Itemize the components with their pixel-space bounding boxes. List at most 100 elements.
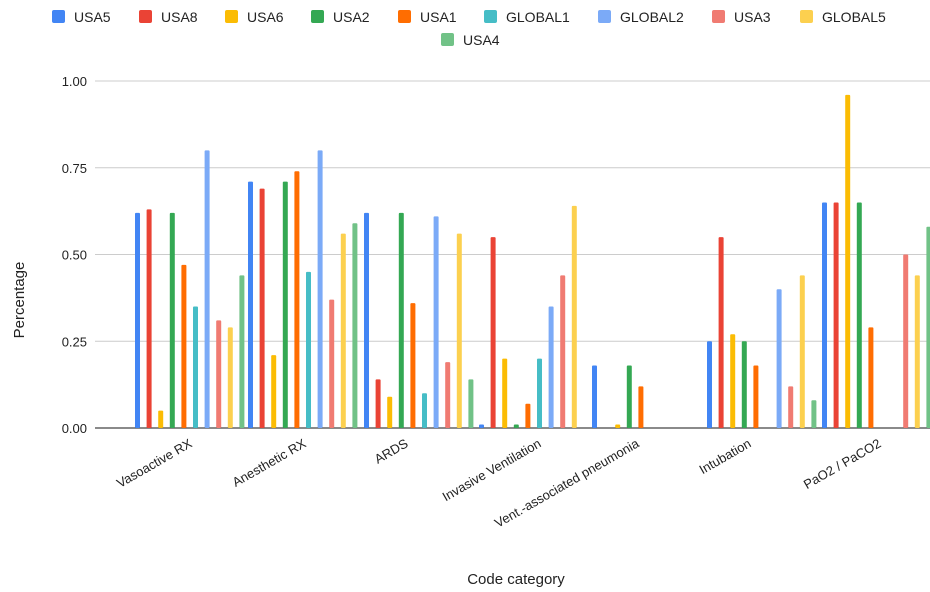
legend-label: GLOBAL2: [620, 9, 684, 25]
bar-usa6-3: [502, 358, 508, 428]
bar-usa3-2: [445, 362, 451, 428]
bar-usa8-1: [259, 188, 265, 428]
legend-item-global2: GLOBAL2: [598, 9, 684, 25]
bar-global1-1: [306, 271, 311, 428]
bar-global1-0: [193, 306, 198, 428]
bar-usa6-4: [615, 424, 621, 428]
bar-usa4-1: [352, 223, 358, 428]
bar-usa6-5: [730, 334, 736, 428]
bar-usa2-3: [513, 424, 519, 428]
bar-usa3-0: [216, 320, 222, 428]
legend-item-usa1: USA1: [398, 9, 457, 25]
bar-usa2-1: [282, 181, 288, 428]
legend-swatch: [598, 10, 611, 23]
legend-label: USA5: [74, 9, 111, 25]
legend-item-global1: GLOBAL1: [484, 9, 570, 25]
legend-label: USA2: [333, 9, 370, 25]
gridlines: [95, 80, 930, 429]
legend-label: GLOBAL1: [506, 9, 570, 25]
legend-item-usa3: USA3: [712, 9, 771, 25]
x-tick-label: PaO2 / PaCO2: [801, 436, 884, 492]
x-tick-label: ARDS: [372, 435, 411, 466]
bar-global5-5: [799, 275, 805, 428]
bar-usa5-2: [364, 212, 369, 428]
bar-usa6-6: [845, 94, 851, 428]
bar-global5-3: [571, 205, 577, 428]
x-axis-labels: Vasoactive RX Anesthetic RX ARDS Invasive V…: [114, 435, 884, 530]
y-axis-title: Percentage: [11, 262, 28, 339]
legend-item-usa6: USA6: [225, 9, 284, 25]
bar-usa4-5: [811, 400, 817, 428]
bar-usa6-2: [387, 396, 393, 428]
legend-swatch: [800, 10, 813, 23]
legend-label: USA1: [420, 9, 457, 25]
legend-label: USA6: [247, 9, 284, 25]
x-tick-label: Invasive Ventilation: [440, 436, 544, 505]
bar-usa1-3: [525, 403, 531, 428]
x-tick-label: Intubation: [697, 436, 754, 478]
bar-usa1-2: [410, 303, 416, 428]
legend-swatch: [52, 10, 65, 23]
y-tick-label: 0.50: [62, 248, 87, 263]
bar-usa3-1: [329, 299, 335, 428]
bar-usa5-1: [248, 181, 253, 428]
legend-item-usa5: USA5: [52, 9, 111, 25]
bar-usa3-3: [560, 275, 566, 428]
bar-global2-5: [776, 289, 782, 428]
y-tick-label: 0.75: [62, 161, 87, 176]
bar-usa3-5: [788, 386, 794, 428]
legend-label: GLOBAL5: [822, 9, 886, 25]
bar-usa8-6: [833, 202, 839, 428]
bar-usa8-5: [718, 237, 724, 428]
bar-usa3-6: [903, 254, 909, 428]
bar-usa2-5: [741, 341, 747, 428]
legend-swatch: [311, 10, 324, 23]
legend-item-global5: GLOBAL5: [800, 9, 886, 25]
bar-global5-2: [456, 233, 462, 428]
bar-usa2-2: [398, 212, 404, 428]
legend-label: USA8: [161, 9, 198, 25]
y-axis-ticks: 0.00 0.25 0.50 0.75 1.00: [62, 74, 87, 436]
bar-usa4-6: [926, 226, 930, 428]
bar-usa6-0: [158, 410, 164, 428]
legend-item-usa2: USA2: [311, 9, 370, 25]
bar-usa2-6: [856, 202, 862, 428]
bar-global5-1: [340, 233, 346, 428]
legend-swatch: [398, 10, 411, 23]
legend-label: USA3: [734, 9, 771, 25]
bar-global5-6: [914, 275, 920, 428]
bar-global2-0: [204, 150, 210, 428]
legend: USA5 USA8 USA6 USA2 USA1 GLOBAL1 GLOBAL2 USA3 GL…: [52, 9, 886, 48]
bar-usa2-0: [169, 212, 175, 428]
x-tick-label: Anesthetic RX: [230, 435, 309, 489]
y-tick-label: 0.00: [62, 421, 87, 436]
bar-global1-2: [422, 393, 427, 428]
bar-usa8-3: [490, 237, 496, 428]
legend-item-usa8: USA8: [139, 9, 198, 25]
bar-usa8-0: [146, 209, 152, 428]
x-tick-label: Vasoactive RX: [114, 435, 195, 490]
bar-usa5-3: [479, 424, 484, 428]
legend-swatch: [484, 10, 497, 23]
bar-usa5-4: [592, 365, 597, 428]
bar-global1-3: [537, 358, 542, 428]
bar-usa1-1: [294, 171, 300, 428]
x-axis-title: Code category: [467, 571, 565, 588]
bar-usa1-5: [753, 365, 759, 428]
bars: [135, 94, 930, 428]
legend-swatch: [712, 10, 725, 23]
legend-label: USA4: [463, 32, 500, 48]
legend-swatch: [139, 10, 152, 23]
bar-usa2-4: [626, 365, 632, 428]
bar-global2-1: [317, 150, 323, 428]
bar-usa4-2: [468, 379, 474, 428]
bar-usa5-6: [822, 202, 827, 428]
bar-usa1-0: [181, 264, 187, 428]
bar-usa1-4: [638, 386, 644, 428]
y-tick-label: 1.00: [62, 74, 87, 89]
bar-usa4-0: [239, 275, 245, 428]
bar-usa1-6: [868, 327, 874, 428]
legend-swatch: [225, 10, 238, 23]
legend-swatch: [441, 33, 454, 46]
